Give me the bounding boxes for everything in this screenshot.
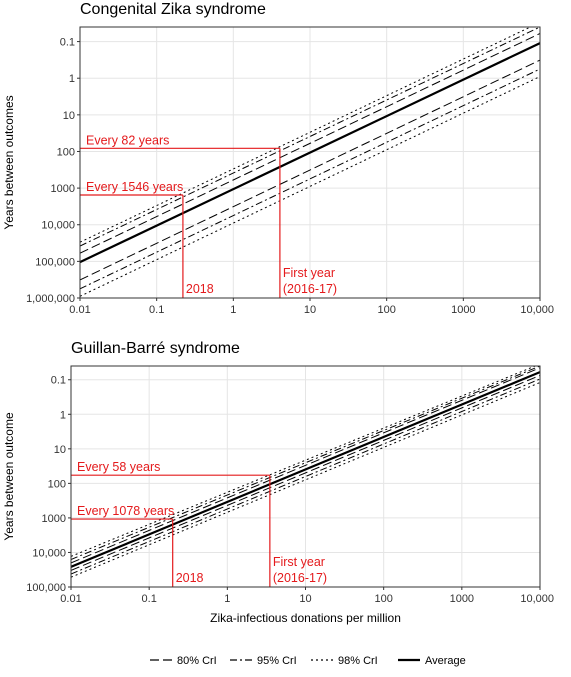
y-tick-label: 100,000 — [26, 582, 66, 594]
series-line-long-dash — [80, 59, 540, 281]
annotation-label: Every 82 years — [86, 133, 169, 147]
panel-title: Congenital Zika syndrome — [80, 1, 266, 18]
x-tick-label: 100 — [377, 304, 395, 316]
x-tick-label: 100 — [374, 593, 392, 605]
x-tick-label: 1 — [230, 304, 236, 316]
x-tick-label: 1000 — [450, 593, 474, 605]
y-tick-label: 100,000 — [35, 256, 75, 268]
axis-ticks: 0.01 0.1 1 10 100 1000 10,000 0.1 1 10 100 1000 10,0… — [26, 375, 554, 605]
x-tick-label: 0.1 — [149, 304, 164, 316]
panel-congenital-zika: Every 82 years Every 1546 years 2018 First … — [2, 1, 554, 316]
legend-label: 98% CrI — [338, 655, 378, 667]
x-tick-label: 10 — [299, 593, 311, 605]
y-tick-label: 1 — [60, 409, 66, 421]
series-line-solid — [71, 371, 540, 568]
x-tick-label: 0.01 — [60, 593, 81, 605]
y-tick-label: 100 — [48, 478, 66, 490]
annotation-label: Every 1546 years — [86, 180, 183, 194]
annotations: Every 58 years Every 1078 years 2018 First … — [71, 460, 327, 587]
vertical-annotation-label: First year — [283, 266, 335, 280]
x-tick-label: 1000 — [451, 304, 475, 316]
y-tick-label: 1,000,000 — [26, 293, 75, 305]
panel-guillain-barre: Every 58 years Every 1078 years 2018 First … — [2, 340, 554, 625]
annotation-label: Every 58 years — [77, 460, 160, 474]
axis-ticks: 0.01 0.1 1 10 100 1000 10,000 0.1 1 10 100 1000 10,0… — [26, 37, 554, 316]
y-tick-label: 1 — [69, 73, 75, 85]
y-tick-label: 10 — [63, 110, 75, 122]
series-line-dash-dot — [71, 378, 540, 575]
y-axis-title: Years between outcomes — [2, 95, 16, 229]
x-axis-title: Zika-infectious donations per million — [210, 611, 401, 625]
legend: 80% CrI 95% CrI 98% CrI Average — [150, 655, 466, 667]
series-group — [80, 27, 540, 297]
grid — [79, 27, 541, 299]
vertical-annotation-label: First year — [273, 555, 325, 569]
y-tick-label: 0.1 — [51, 375, 66, 387]
vertical-annotation-label: (2016-17) — [273, 571, 327, 585]
x-tick-label: 0.1 — [142, 593, 157, 605]
legend-label: 80% CrI — [177, 655, 217, 667]
y-tick-label: 10,000 — [41, 220, 75, 232]
series-group — [71, 366, 540, 578]
y-tick-label: 10 — [54, 444, 66, 456]
series-line-long-dash — [71, 367, 540, 564]
series-line-dash-dot — [80, 27, 540, 247]
series-line-solid — [80, 42, 540, 264]
series-line-dash-dot — [80, 68, 540, 290]
y-tick-label: 1000 — [51, 183, 75, 195]
vertical-annotation-label: 2018 — [176, 571, 204, 585]
panel-title: Guillan-Barré syndrome — [71, 340, 240, 357]
legend-label: 95% CrI — [257, 655, 297, 667]
series-line-long-dash — [80, 33, 540, 254]
grid — [70, 366, 541, 588]
y-axis-title: Years between outcome — [2, 412, 16, 541]
y-tick-label: 0.1 — [60, 37, 75, 49]
x-tick-label: 1 — [224, 593, 230, 605]
y-tick-label: 10,000 — [32, 547, 66, 559]
annotations: Every 82 years Every 1546 years 2018 First … — [80, 133, 337, 298]
annotation-label: Every 1078 years — [77, 504, 174, 518]
vertical-annotation-label: 2018 — [186, 282, 214, 296]
y-tick-label: 100 — [57, 146, 75, 158]
series-line-dash-dot — [71, 366, 540, 560]
x-tick-label: 10,000 — [520, 593, 554, 605]
vertical-annotation-label: (2016-17) — [283, 282, 337, 296]
y-tick-label: 1000 — [42, 513, 66, 525]
x-tick-label: 10 — [304, 304, 316, 316]
x-tick-label: 0.01 — [69, 304, 90, 316]
legend-label: Average — [425, 655, 466, 667]
series-line-long-dash — [71, 374, 540, 571]
x-tick-label: 10,000 — [520, 304, 554, 316]
